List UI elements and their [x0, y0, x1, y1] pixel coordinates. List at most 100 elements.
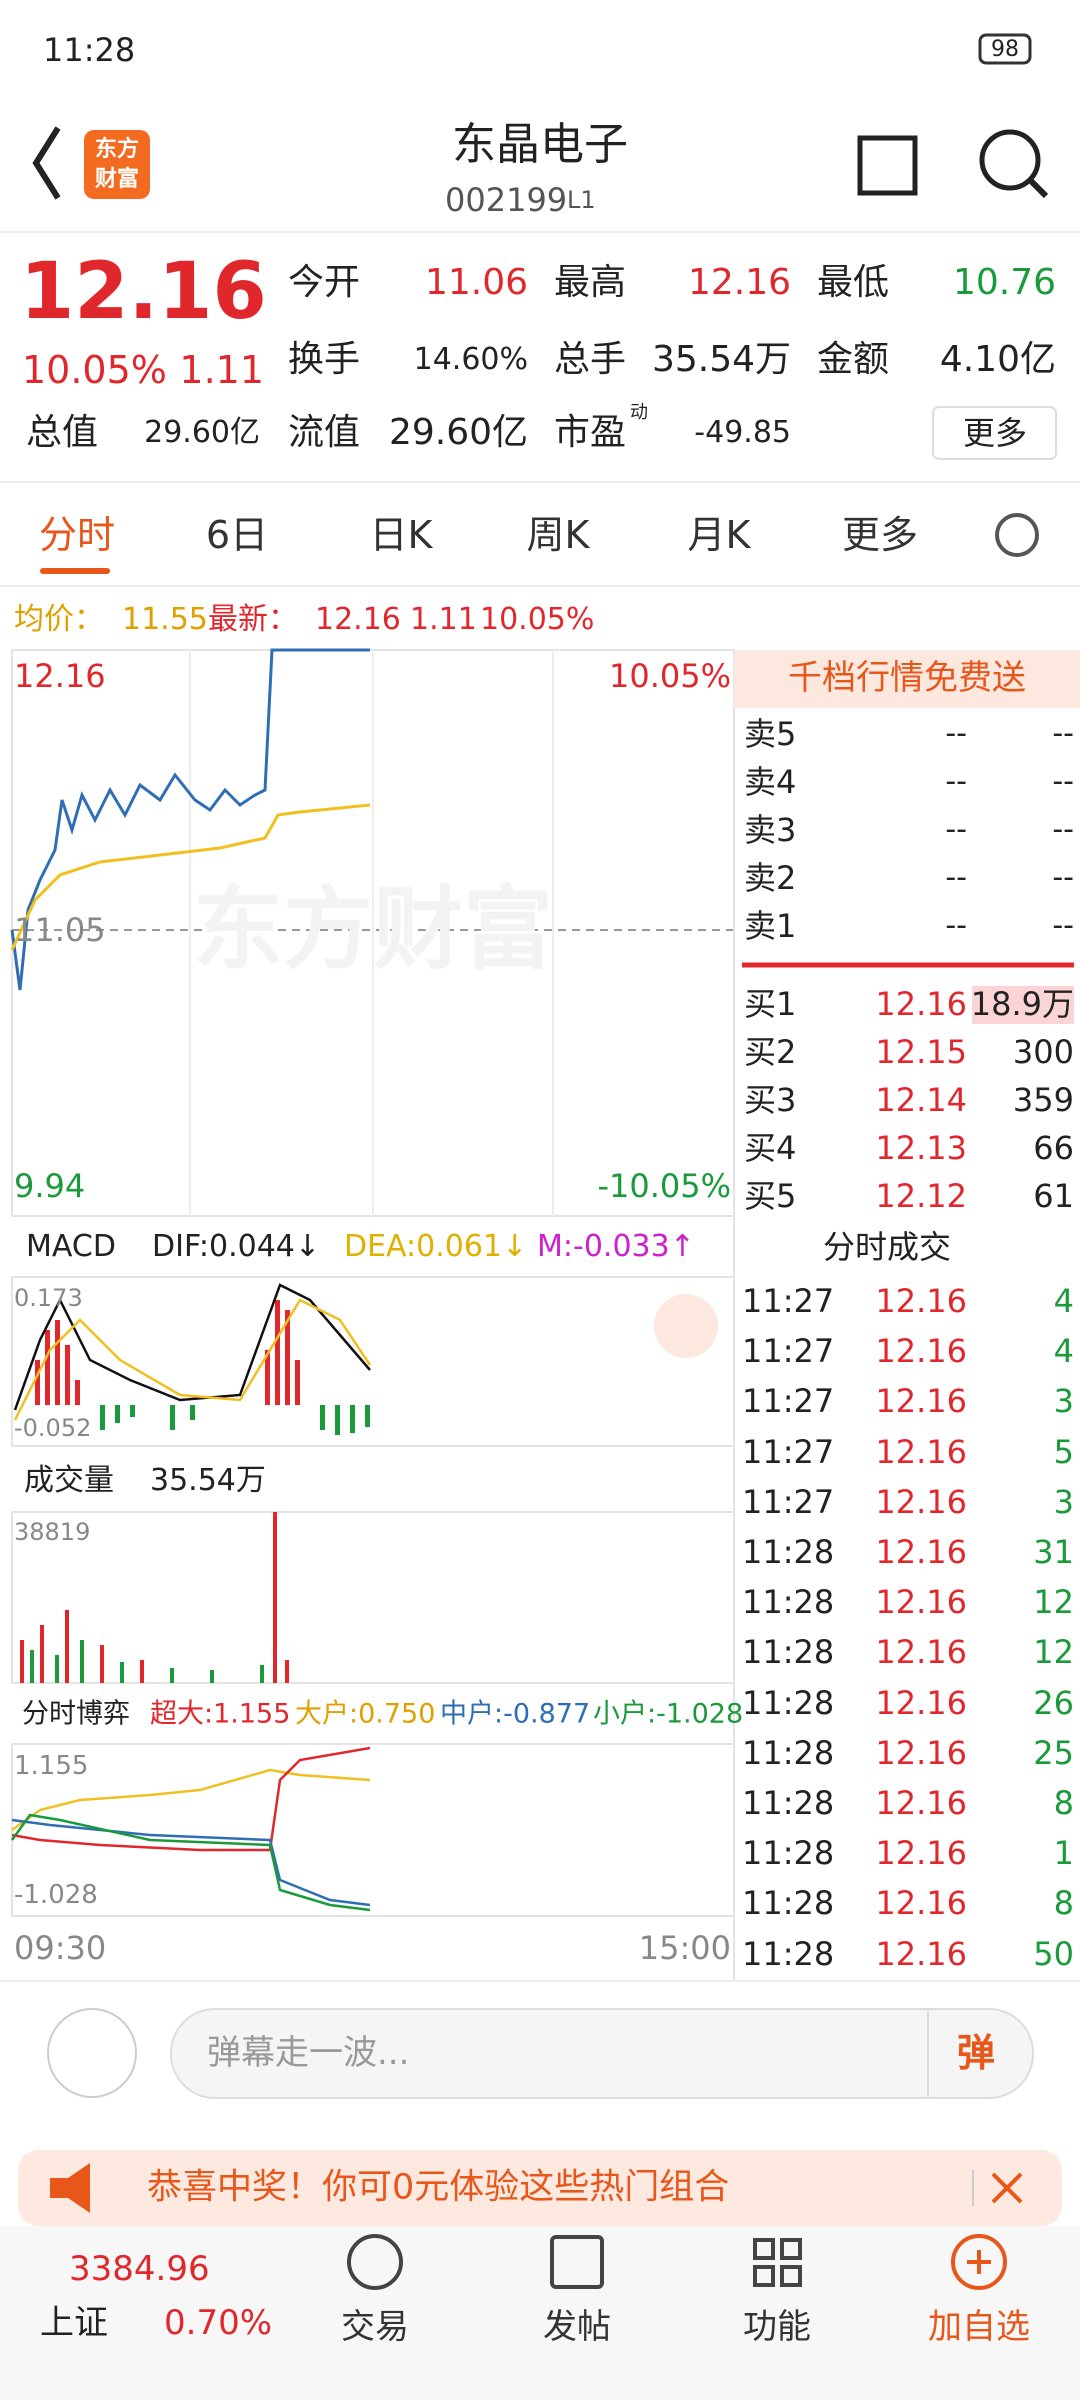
macd-m: M:-0.033↑ — [537, 1229, 695, 1264]
bid-volume: 300 — [1012, 1033, 1074, 1071]
volume-max: 38819 — [14, 1518, 91, 1546]
game-item: 中户:-0.877 — [440, 1698, 591, 1730]
indicator-select[interactable]: 成交量 — [24, 1463, 114, 1498]
nav-item[interactable]: 加自选 — [928, 2307, 1030, 2347]
trade-volume: 50 — [1033, 1934, 1074, 1973]
summary-latest-label: 最新： — [208, 602, 298, 637]
ask-volume: -- — [1052, 860, 1074, 895]
danmaku-button[interactable]: 弹 — [956, 2031, 996, 2075]
level-badge: L1 — [567, 186, 596, 214]
tab[interactable]: 月K — [687, 513, 751, 557]
game-item: 大户:0.750 — [295, 1698, 436, 1730]
indicator-select[interactable]: 分时博弈 — [22, 1698, 130, 1730]
trade-time: 11:27 — [742, 1282, 835, 1320]
ask-volume: -- — [1052, 812, 1074, 847]
banner[interactable]: 千档行情免费送 — [788, 658, 1026, 698]
trade-volume: 12 — [1033, 1583, 1074, 1622]
trade-price: 12.16 — [875, 1533, 967, 1571]
game-max: 1.155 — [14, 1751, 89, 1781]
ask-volume: -- — [1052, 908, 1074, 943]
trade-price: 12.16 — [875, 1482, 967, 1521]
nav-item[interactable]: 发帖 — [543, 2307, 611, 2347]
trade-time: 11:28 — [742, 1633, 835, 1672]
summary-change-pct: 10.05% — [480, 602, 595, 637]
price-max: 12.16 — [14, 657, 106, 695]
trade-price: 12.16 — [875, 1583, 967, 1622]
trade-price: 12.16 — [875, 1282, 967, 1320]
tab[interactable]: 日K — [369, 513, 433, 557]
battery-level: 98 — [991, 37, 1019, 62]
ask-price: -- — [945, 908, 967, 943]
time-start: 09:30 — [14, 1929, 107, 1967]
macd-dif: DIF:0.044↓ — [152, 1229, 321, 1264]
bid-label: 买1 — [744, 985, 797, 1023]
field-value: -49.85 — [694, 415, 791, 450]
trade-volume: 3 — [1053, 1382, 1074, 1421]
ask-price: -- — [945, 716, 967, 751]
share-icon[interactable] — [857, 135, 918, 196]
ask-label: 卖3 — [744, 811, 797, 849]
summary-latest: 12.16 — [315, 602, 401, 637]
trade-price: 12.16 — [875, 1733, 967, 1772]
bid-volume: 66 — [1033, 1129, 1074, 1167]
game-item: 小户:-1.028 — [593, 1698, 744, 1730]
summary-change: 1.11 — [410, 602, 477, 637]
ask-price: -- — [945, 812, 967, 847]
nav-item[interactable]: 交易 — [341, 2307, 409, 2347]
price-min: 9.94 — [14, 1167, 86, 1205]
trade-time: 11:28 — [742, 1934, 835, 1973]
trade-time: 11:28 — [742, 1583, 835, 1622]
status-time: 11:28 — [43, 31, 136, 69]
field-value: 12.16 — [687, 262, 791, 303]
ask-price: -- — [945, 764, 967, 799]
bid-label: 买4 — [744, 1129, 797, 1167]
macd-min: -0.052 — [14, 1414, 92, 1442]
trade-volume: 3 — [1053, 1482, 1074, 1521]
comment-placeholder[interactable]: 弹幕走一波... — [207, 2033, 410, 2073]
comment-input[interactable] — [170, 2008, 1034, 2099]
trade-volume: 25 — [1033, 1733, 1074, 1772]
pct-max: 10.05% — [608, 657, 731, 695]
summary-avg: 11.55 — [122, 602, 208, 637]
field-label: 总手 — [554, 339, 627, 380]
price: 12.16 — [20, 247, 267, 337]
trade-time: 11:27 — [742, 1482, 835, 1521]
time-end: 15:00 — [638, 1929, 731, 1967]
tab[interactable]: 周K — [526, 513, 590, 557]
bid-label: 买3 — [744, 1081, 797, 1119]
ask-label: 卖2 — [744, 859, 797, 897]
trade-price: 12.16 — [875, 1382, 967, 1421]
tab[interactable]: 更多 — [841, 513, 919, 557]
volume-total: 35.54万 — [150, 1463, 266, 1498]
field-value: 4.10亿 — [939, 339, 1056, 380]
close-icon[interactable] — [991, 2172, 1023, 2204]
bid-price: 12.13 — [875, 1129, 967, 1167]
more-button[interactable]: 更多 — [962, 414, 1028, 452]
bid-price: 12.16 — [875, 985, 967, 1023]
trade-price: 12.16 — [875, 1784, 967, 1822]
comment-icon[interactable] — [47, 2008, 137, 2098]
tab[interactable]: 分时 — [38, 513, 116, 557]
field-value: 11.06 — [424, 262, 528, 303]
trade-price: 12.16 — [875, 1834, 967, 1873]
field-label: 市盈 — [554, 412, 627, 453]
ask-price: -- — [945, 860, 967, 895]
pct-min: -10.05% — [597, 1167, 731, 1205]
nav-item[interactable]: 功能 — [743, 2307, 811, 2347]
bid-price: 12.14 — [875, 1081, 967, 1119]
watermark: 东方财富 — [193, 877, 553, 982]
trade-price: 12.16 — [875, 1884, 967, 1923]
promo-text[interactable]: 恭喜中奖！你可0元体验这些热门组合 — [147, 2167, 730, 2208]
field-label: 换手 — [288, 339, 361, 380]
indicator-select[interactable]: MACD — [26, 1229, 116, 1264]
trade-volume: 4 — [1053, 1282, 1074, 1320]
settings-icon[interactable] — [995, 513, 1039, 557]
search-icon[interactable] — [979, 129, 1041, 191]
trade-price: 12.16 — [875, 1432, 967, 1471]
back-icon[interactable] — [32, 126, 61, 200]
trade-time: 11:28 — [742, 1834, 835, 1873]
trade-time: 11:28 — [742, 1533, 835, 1571]
tab[interactable]: 6日 — [205, 513, 269, 557]
index-value: 3384.96 — [69, 2249, 210, 2289]
